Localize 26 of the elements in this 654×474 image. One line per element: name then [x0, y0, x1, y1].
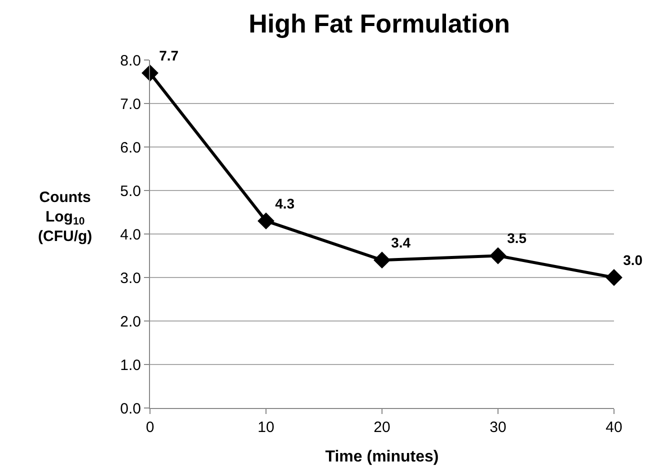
y-tick-label: 2.0 [120, 313, 141, 330]
chart-title: High Fat Formulation [248, 8, 510, 38]
data-label: 3.4 [391, 234, 411, 250]
x-tick-label: 30 [490, 419, 506, 436]
y-tick-label: 5.0 [120, 182, 141, 200]
x-axis-title: Time (minutes) [325, 448, 439, 466]
point [606, 269, 622, 286]
data-label: 3.5 [507, 230, 527, 246]
y-tick-label: 1.0 [120, 356, 141, 374]
y-tick-label: 3.0 [120, 270, 141, 287]
point [374, 252, 390, 269]
y-tick-label: 4.0 [120, 226, 141, 244]
x-tick-label: 10 [258, 419, 274, 436]
y-tick-label: 8.0 [120, 52, 141, 70]
x-tick-label: 20 [374, 419, 390, 436]
x-tick-label: 40 [606, 419, 622, 436]
y-tick-label: 0.0 [120, 400, 141, 418]
data-label: 7.7 [159, 47, 179, 64]
y-tick-label: 7.0 [120, 96, 141, 113]
y-tick-label: 6.0 [120, 139, 141, 156]
data-label: 4.3 [275, 195, 295, 212]
y-axis-title: Counts Log$_{10}$ (CFU/g) [38, 189, 92, 245]
x-tick-label: 0 [146, 419, 154, 436]
data-label: 3.0 [623, 252, 643, 268]
point [258, 212, 274, 230]
point [490, 247, 506, 264]
